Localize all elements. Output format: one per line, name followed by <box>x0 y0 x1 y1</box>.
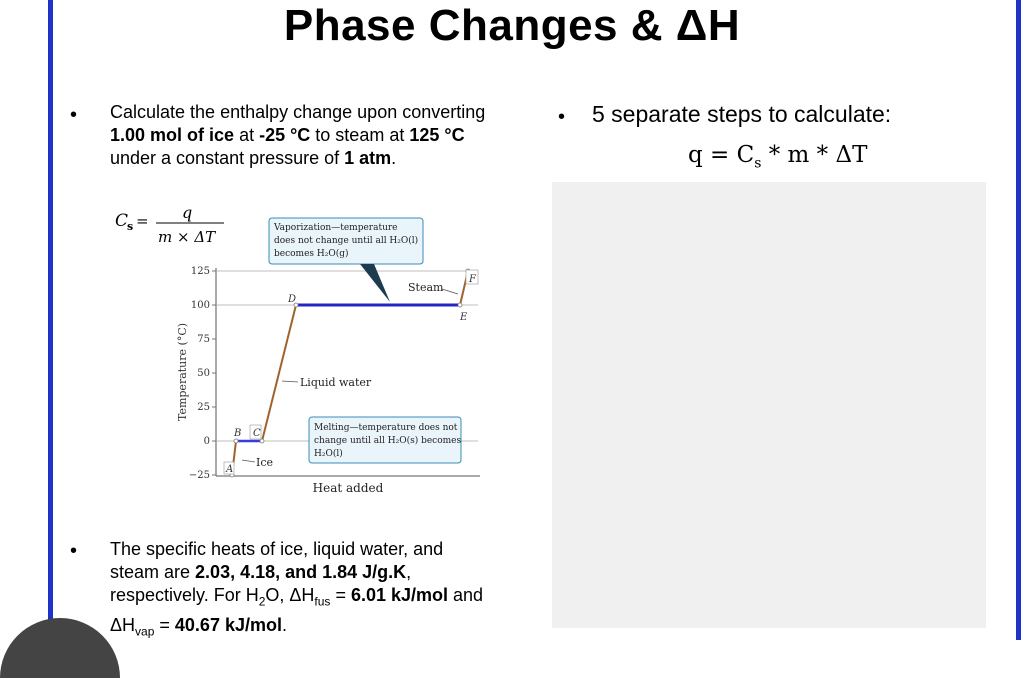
bullet-dot: • <box>70 540 78 562</box>
x-axis-label: Heat added <box>313 481 384 495</box>
slide-title: Phase Changes & ΔH <box>283 1 741 50</box>
svg-text:s: s <box>127 220 133 233</box>
point-label-d: D <box>287 294 296 305</box>
water-heating-segment <box>261 304 297 442</box>
point-label-a: A <box>225 464 233 475</box>
y-tick-label: 125 <box>191 266 210 277</box>
y-tick-label: 100 <box>191 300 210 311</box>
right-accent-bar <box>1016 0 1021 640</box>
melting-callout <box>308 416 462 464</box>
callout-text: Melting—temperature does not <box>314 423 458 433</box>
point-label-c: C <box>253 428 261 439</box>
specific-line-2: steam are 2.03, 4.18, and 1.84 J/g.K, <box>110 562 412 582</box>
callout-text: Vaporization—temperature <box>273 223 398 233</box>
heat-formula: q = Cs * m * ΔT <box>688 142 868 172</box>
steam-label: Steam <box>408 281 444 294</box>
y-tick-label: 0 <box>204 436 210 447</box>
liquid-water-label: Liquid water <box>300 376 372 389</box>
specific-heats-statement: The specific heats of ice, liquid water,… <box>110 538 483 643</box>
steps-heading: 5 separate steps to calculate: <box>592 101 892 127</box>
heating-curve-graph: 125 100 75 50 25 0 −25 Temperature (°C) … <box>176 217 480 495</box>
bullet-dot: • <box>70 104 78 126</box>
left-accent-bar <box>48 0 53 640</box>
svg-text:q: q <box>182 203 192 222</box>
specific-line-4: ΔHvap = 40.67 kJ/mol. <box>110 614 287 639</box>
vaporization-callout <box>268 217 424 265</box>
problem-line-2: 1.00 mol of ice at -25 °C to steam at 12… <box>110 125 465 145</box>
point-label-b: B <box>233 428 241 439</box>
callout-text: H₂O(l) <box>314 448 343 459</box>
callout-text: does not change until all H₂O(l) <box>274 235 418 246</box>
problem-line-3: under a constant pressure of 1 atm. <box>110 148 397 168</box>
specific-line-1: The specific heats of ice, liquid water,… <box>110 539 444 559</box>
callout-text: change until all H₂O(s) becomes <box>314 435 462 446</box>
svg-text:C: C <box>115 211 128 231</box>
problem-line-1: Calculate the enthalpy change upon conve… <box>110 102 486 122</box>
svg-text:=: = <box>136 212 149 230</box>
y-tick-label: −25 <box>189 470 210 481</box>
callout-text: becomes H₂O(g) <box>274 248 349 259</box>
ice-label: Ice <box>256 456 273 469</box>
vaporization-pointer <box>360 264 390 302</box>
content-placeholder-panel <box>552 182 986 628</box>
point-label-f: F <box>468 274 477 285</box>
svg-text:m × ΔT: m × ΔT <box>158 228 216 246</box>
specific-heat-equation: C s = q m × ΔT <box>115 203 224 246</box>
presenter-overlay <box>0 618 120 678</box>
specific-line-3: respectively. For H2O, ΔHfus = 6.01 kJ/m… <box>110 585 484 609</box>
bullet-dot: • <box>558 106 566 128</box>
problem-statement: Calculate the enthalpy change upon conve… <box>110 101 485 170</box>
y-axis-label: Temperature (°C) <box>176 323 189 421</box>
y-tick-label: 75 <box>197 334 210 345</box>
point-label-e: E <box>459 312 468 323</box>
y-tick-label: 25 <box>197 402 210 413</box>
y-tick-label: 50 <box>197 368 210 379</box>
